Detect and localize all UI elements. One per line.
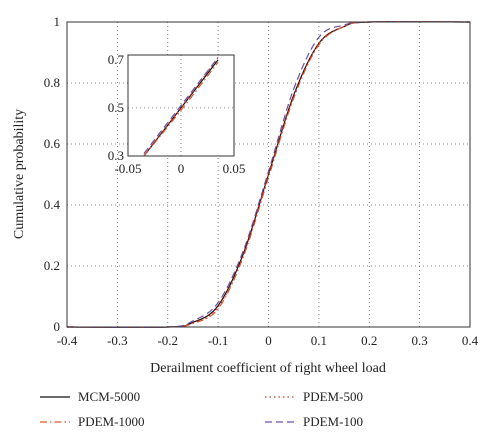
y-tick-label: 0.4 <box>44 197 61 212</box>
inset-x-tick-label: 0.05 <box>223 161 246 176</box>
y-tick-label: 0.8 <box>44 75 60 90</box>
x-tick-label: 0.3 <box>412 333 428 348</box>
inset-series-line-pdem-1000 <box>143 61 219 157</box>
inset-y-tick-labels: 0.3 0.5 0.7 <box>108 52 125 163</box>
x-tick-labels: -0.4 -0.3 -0.2 -0.1 0 0.1 0.2 0.3 0.4 <box>57 333 479 348</box>
y-tick-label: 1 <box>54 14 61 29</box>
x-tick-label: 0.1 <box>311 333 327 348</box>
x-tick-label: -0.2 <box>157 333 178 348</box>
y-tick-label: 0.6 <box>44 136 61 151</box>
x-axis-label: Derailment coefficient of right wheel lo… <box>150 361 386 376</box>
x-tick-label: 0 <box>265 333 272 348</box>
plot-frame <box>66 21 471 328</box>
y-tick-labels: 0 0.2 0.4 0.6 0.8 1 <box>44 14 61 334</box>
inset-series-lines <box>143 57 219 157</box>
main-series-lines <box>66 21 471 329</box>
y-tick-label: 0 <box>54 319 61 334</box>
inset-y-tick-label: 0.3 <box>108 148 124 163</box>
inset-y-tick-label: 0.7 <box>108 52 125 67</box>
x-tick-label: -0.1 <box>208 333 229 348</box>
legend-label: MCM-5000 <box>78 389 140 404</box>
legend-label: PDEM-500 <box>303 389 363 404</box>
x-tick-label: -0.4 <box>57 333 78 348</box>
inset-frame <box>127 54 235 157</box>
inset-series-line-pdem-100 <box>143 57 219 154</box>
series-line-pdem-100 <box>66 21 471 329</box>
x-tick-label: 0.4 <box>462 333 479 348</box>
inset-x-tick-label: 0 <box>178 161 185 176</box>
inset-x-tick-labels: -0.05 0 0.05 <box>114 161 245 176</box>
x-tick-label: 0.2 <box>361 333 377 348</box>
inset-x-tick-label: -0.05 <box>114 161 141 176</box>
legend-label: PDEM-1000 <box>78 414 144 429</box>
y-tick-label: 0.2 <box>44 258 60 273</box>
y-axis-label: Cumulative probability <box>12 109 27 239</box>
x-tick-label: -0.3 <box>107 333 128 348</box>
legend: MCM-5000 PDEM-500 PDEM-1000 PDEM-100 <box>40 389 363 429</box>
legend-label: PDEM-100 <box>303 414 363 429</box>
inset-y-tick-label: 0.5 <box>108 100 124 115</box>
inset-series-line-pdem-500 <box>143 57 219 157</box>
